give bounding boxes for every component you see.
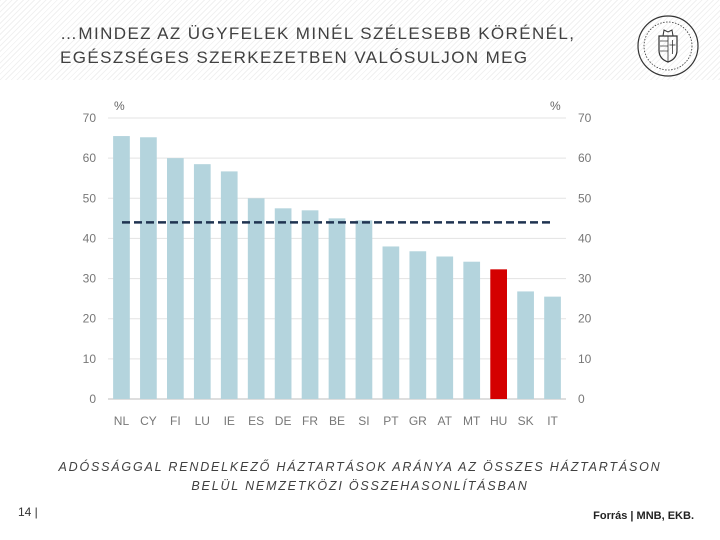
caption-line-2: BELÜL NEMZETKÖZI ÖSSZEHASONLÍTÁSBAN	[191, 479, 529, 493]
y-tick-label-right: 10	[578, 352, 592, 366]
x-tick-label: IT	[547, 414, 558, 428]
bar-be	[328, 218, 346, 399]
x-tick-label: LU	[195, 414, 210, 428]
y-tick-label-right: 40	[578, 231, 592, 245]
y-tick-label-left: 0	[89, 392, 96, 406]
x-tick-label: NL	[114, 414, 130, 428]
page-number: 14 |	[18, 505, 38, 519]
header-hatch-background	[0, 0, 720, 80]
bar-mt	[463, 261, 481, 399]
bar-cy	[140, 137, 157, 400]
chart-caption: ADÓSSÁGGAL RENDELKEZŐ HÁZTARTÁSOK ARÁNYA…	[40, 458, 680, 496]
x-tick-label: SI	[358, 414, 369, 428]
chart-bars	[113, 136, 561, 400]
bar-at	[436, 256, 454, 399]
x-tick-label: AT	[438, 414, 453, 428]
bar-gr	[409, 251, 427, 399]
source-note: Forrás | MNB, EKB.	[593, 510, 694, 522]
title-line-1: …MINDEZ AZ ÜGYFELEK MINÉL SZÉLESEBB KÖRÉ…	[60, 24, 576, 43]
bar-es	[247, 198, 265, 399]
y-tick-label-left: 20	[83, 312, 97, 326]
x-tick-label: DE	[275, 414, 292, 428]
y-tick-label-right: 20	[578, 312, 592, 326]
y-axis-left: 0 10 20 30 40 50 60 70	[83, 111, 97, 406]
bar-fr	[301, 210, 319, 399]
y-tick-label-right: 70	[578, 111, 592, 125]
y-tick-label-right: 0	[578, 392, 585, 406]
bar-chart: 0 10 20 30 40 50 60 70 0 10 20 30 40 50 60 70 NL CY FI LU…	[83, 99, 592, 428]
bar-pt	[382, 246, 400, 399]
title-line-2: EGÉSZSÉGES SZERKEZETBEN VALÓSULJON MEG	[60, 48, 529, 67]
x-tick-label: CY	[140, 414, 157, 428]
bar-sk	[517, 291, 534, 399]
mnb-seal-logo	[637, 15, 699, 77]
y-tick-label-left: 40	[83, 231, 97, 245]
page-title: …MINDEZ AZ ÜGYFELEK MINÉL SZÉLESEBB KÖRÉ…	[60, 22, 620, 70]
x-tick-label: HU	[490, 414, 507, 428]
x-tick-label: ES	[248, 414, 264, 428]
bar-si	[355, 220, 373, 399]
y-tick-label-left: 30	[83, 272, 97, 286]
bar-it	[544, 296, 561, 399]
x-tick-label: SK	[518, 414, 534, 428]
x-tick-label: GR	[409, 414, 427, 428]
x-tick-label: FR	[302, 414, 318, 428]
y-tick-label-left: 70	[83, 111, 97, 125]
y-tick-label-right: 50	[578, 191, 592, 205]
y-axis-unit-left: %	[114, 99, 125, 113]
y-tick-label-left: 50	[83, 191, 97, 205]
x-tick-label: BE	[329, 414, 345, 428]
y-tick-label-left: 10	[83, 352, 97, 366]
x-tick-label: IE	[224, 414, 235, 428]
y-tick-label-left: 60	[83, 151, 97, 165]
y-axis-right: 0 10 20 30 40 50 60 70	[578, 111, 592, 406]
bar-highlight-hu	[490, 269, 507, 399]
bar-lu	[193, 164, 211, 399]
caption-line-1: ADÓSSÁGGAL RENDELKEZŐ HÁZTARTÁSOK ARÁNYA…	[58, 460, 662, 474]
bar-de	[274, 208, 292, 399]
x-tick-label: MT	[463, 414, 481, 428]
bar-nl	[113, 136, 130, 400]
x-tick-label: FI	[170, 414, 181, 428]
x-axis-labels: NL CY FI LU IE ES DE FR BE SI PT GR AT MT HU SK IT	[114, 414, 559, 428]
bar-ie	[220, 171, 238, 399]
y-tick-label-right: 30	[578, 272, 592, 286]
y-tick-label-right: 60	[578, 151, 592, 165]
x-tick-label: PT	[383, 414, 399, 428]
bar-fi	[167, 158, 184, 399]
y-axis-unit-right: %	[550, 99, 561, 113]
